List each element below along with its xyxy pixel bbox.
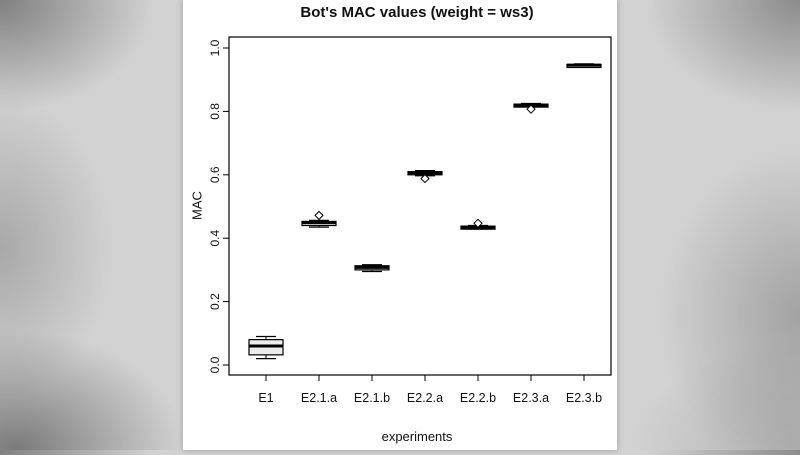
y-tick-label: 0.4 — [208, 230, 222, 247]
y-tick-label: 0.8 — [208, 103, 222, 120]
y-tick-label: 0.6 — [208, 166, 222, 183]
x-tick-label: E2.2.b — [460, 391, 496, 405]
outlier-point — [473, 218, 483, 229]
outlier-point — [420, 173, 430, 184]
x-tick-label: E2.3.b — [566, 391, 602, 405]
y-axis-label: MAC — [189, 191, 205, 220]
x-tick-label: E2.3.a — [513, 391, 549, 405]
x-axis-label: experiments — [381, 429, 453, 444]
outlier-point — [314, 210, 324, 221]
figure-panel: Bot's MAC values (weight = ws3) MAC 0.0 0… — [183, 0, 617, 450]
y-tick-label: 1.0 — [208, 39, 222, 56]
x-tick-label: E2.1.b — [354, 391, 390, 405]
y-tick-label: 0.0 — [208, 356, 222, 373]
boxplot-svg: 0.0 0.2 0.4 0.6 0.8 1.0 E1 E2.1.a E2.1.b E2.2.a E2… — [208, 36, 612, 405]
x-tick-label: E1 — [258, 391, 273, 405]
x-tick-label: E2.1.a — [301, 391, 337, 405]
x-tick-label: E2.2.a — [407, 391, 443, 405]
outlier-point — [526, 104, 536, 114]
plot-frame — [228, 36, 612, 376]
chart-title: Bot's MAC values (weight = ws3) — [300, 4, 534, 21]
y-tick-label: 0.2 — [208, 293, 222, 310]
